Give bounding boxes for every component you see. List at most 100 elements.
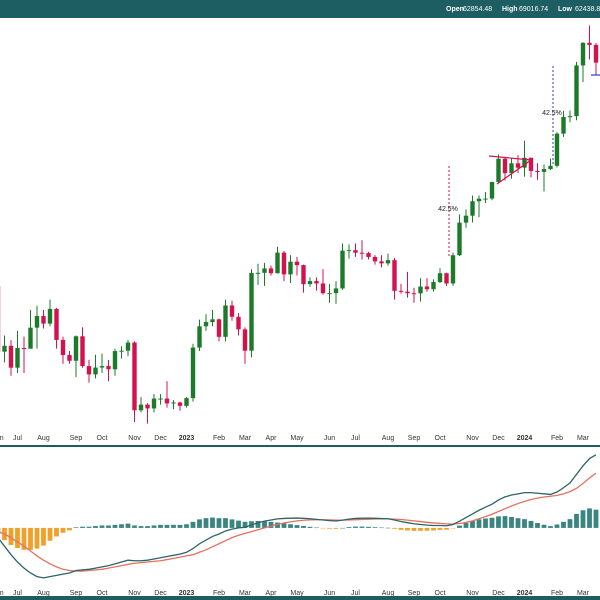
candle-body <box>262 268 267 273</box>
candle-body <box>476 198 482 202</box>
candle-body <box>132 342 137 411</box>
histogram-bar <box>463 523 469 528</box>
candle-body <box>587 42 592 45</box>
candle-body <box>119 350 124 352</box>
histogram-bar <box>522 519 527 528</box>
histogram-bar <box>431 527 436 531</box>
candle-body <box>21 347 27 349</box>
histogram-bar <box>171 524 176 528</box>
candle-body <box>99 366 105 368</box>
annotation: 42.5% <box>542 110 562 117</box>
histogram-bar <box>119 524 124 528</box>
x-tick-label: Dec <box>154 590 167 597</box>
candle-body <box>379 261 384 264</box>
candle-body <box>327 293 332 295</box>
candle-body <box>593 44 599 63</box>
histogram-bar <box>177 524 183 528</box>
candle-body <box>418 286 423 294</box>
annotation: 42.5% <box>438 206 458 213</box>
histogram-bar <box>574 513 579 528</box>
histogram-bar <box>184 524 189 528</box>
candle-body <box>431 282 436 290</box>
candle-body <box>567 116 573 118</box>
histogram-bar <box>41 527 46 546</box>
candle-body <box>353 250 358 253</box>
candle-body <box>580 42 586 66</box>
macd-panel: Jun Jul Aug Sep Oct Nov Dec 2023 Feb Mar Apr May Jun… <box>0 454 599 597</box>
histogram-bar <box>450 527 456 529</box>
x-tick-label: Sep <box>408 435 421 442</box>
candle-body <box>307 281 313 285</box>
histogram-bar <box>34 527 40 549</box>
header-value: 62438.82 <box>575 6 600 13</box>
histogram-bar <box>60 527 66 533</box>
x-tick-label: Sep <box>70 435 83 442</box>
bottom-bar <box>0 596 600 600</box>
histogram-bar <box>372 527 378 528</box>
histogram-bar <box>314 527 319 529</box>
histogram-bar <box>223 518 228 528</box>
histogram-bar <box>197 519 202 528</box>
price-panel: Jun Jul Aug Sep Oct Nov Dec 2023 Feb Mar Apr May Jun… <box>0 25 599 442</box>
x-tick-label: Jul <box>351 435 360 442</box>
candle-body <box>548 165 553 170</box>
candle-body <box>314 281 319 284</box>
histogram-bar <box>418 527 423 531</box>
drawings: 42.5% 42.5% <box>438 66 600 256</box>
histogram-bar <box>80 526 85 528</box>
candle-body <box>197 326 202 348</box>
candle-body <box>80 336 85 367</box>
histogram-bar <box>288 524 293 528</box>
histogram-bar <box>593 509 599 528</box>
candle-body <box>138 404 144 411</box>
x-tick-label: Mar <box>577 590 590 597</box>
histogram-bar <box>353 526 358 528</box>
histogram-bar <box>86 526 92 528</box>
candle-body <box>229 305 235 317</box>
histogram-bar <box>301 525 306 528</box>
x-tick-label: Jul <box>351 590 360 597</box>
candle-body <box>41 316 46 324</box>
histogram-bar <box>54 527 59 537</box>
candle-body <box>15 347 20 368</box>
histogram-bar <box>132 525 137 528</box>
candle-body <box>554 133 560 166</box>
histogram-bar <box>67 527 72 531</box>
histogram-bar <box>203 518 209 528</box>
x-tick-label: Nov <box>466 590 479 597</box>
histogram-bar <box>151 525 157 528</box>
histogram-bar <box>190 521 196 528</box>
candle-body <box>320 283 326 294</box>
histogram-bar <box>515 518 521 528</box>
histogram-bar <box>333 527 339 529</box>
histogram-bar <box>541 524 547 528</box>
x-tick-label: Mar <box>239 590 252 597</box>
candle-body <box>190 347 196 399</box>
candle-body <box>522 157 527 168</box>
candle-body <box>372 256 378 262</box>
candle-body <box>210 319 215 323</box>
x-tick-label: Feb <box>551 590 563 597</box>
x-tick-label: Aug <box>37 435 50 442</box>
x-tick-label: Mar <box>239 435 252 442</box>
x-tick-label: Jun <box>324 435 335 442</box>
candle-body <box>541 169 547 172</box>
histogram-bar <box>366 526 371 528</box>
candle-body <box>450 255 456 284</box>
x-tick-label: Nov <box>466 435 479 442</box>
histogram-bar <box>158 524 163 528</box>
histogram-bar <box>47 527 53 541</box>
candle-body <box>242 329 248 351</box>
histogram-bar <box>125 523 131 528</box>
histogram-bar <box>229 519 235 528</box>
candle-body <box>385 260 391 264</box>
candle-body <box>223 305 228 337</box>
candle-body <box>158 398 163 400</box>
candle-body <box>483 198 488 200</box>
candle-body <box>411 293 417 295</box>
histogram-bar <box>379 527 384 529</box>
candle-body <box>340 250 345 289</box>
x-tick-label: Jul <box>13 435 22 442</box>
candle-body <box>2 345 7 352</box>
candle-body <box>294 261 300 266</box>
